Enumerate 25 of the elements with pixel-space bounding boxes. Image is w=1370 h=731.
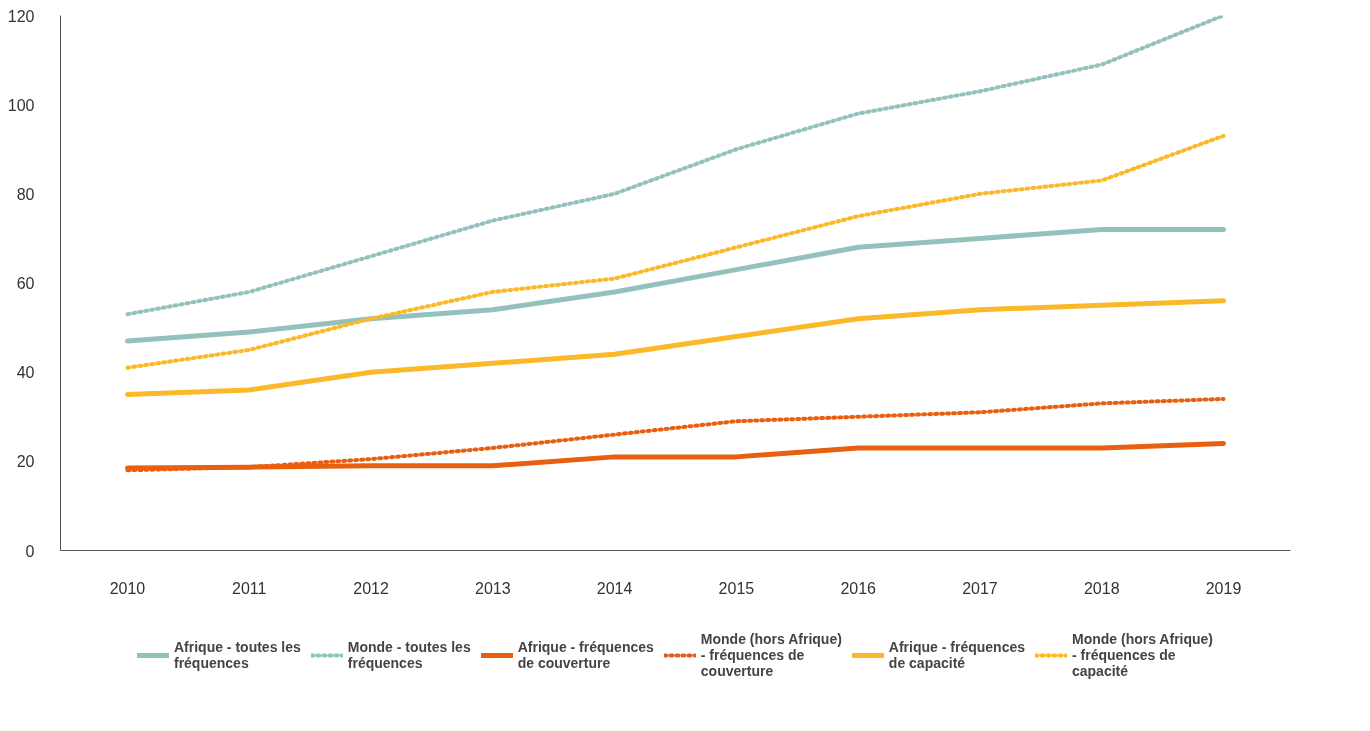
legend-label: Afrique - fréquences de couverture	[517, 639, 654, 671]
x-tick-label: 2016	[840, 579, 877, 597]
y-tick-label: 60	[16, 275, 35, 292]
x-tick-label: 2018	[1083, 579, 1120, 597]
y-tick-label: 120	[7, 7, 35, 25]
x-tick-label: 2012	[353, 579, 389, 597]
legend-label: Afrique - fréquences de capacité	[888, 639, 1025, 671]
x-tick-label: 2015	[718, 579, 755, 597]
legend-label: Monde (hors Afrique) - fréquences de capacité	[1071, 631, 1214, 679]
y-tick-label: 40	[16, 364, 35, 382]
line-series	[125, 133, 1226, 370]
y-tick-label: 0	[25, 542, 35, 560]
legend-label: Afrique - toutes les fréquences	[173, 639, 301, 671]
legend-label: Monde (hors Afrique) - fréquences de couverture	[700, 631, 842, 679]
legend-label: Monde - toutes les fréquences	[347, 639, 471, 671]
x-tick-label: 2011	[232, 579, 267, 597]
x-tick-label: 2010	[109, 579, 146, 597]
y-tick-label: 20	[16, 453, 35, 471]
x-tick-label: 2013	[475, 579, 511, 597]
line-series	[125, 15, 1226, 317]
x-tick-label: 2019	[1205, 579, 1242, 597]
x-tick-label: 2017	[962, 579, 998, 597]
x-tick-label: 2014	[596, 579, 633, 597]
y-tick-label: 80	[16, 185, 35, 203]
y-tick-label: 100	[7, 96, 35, 114]
